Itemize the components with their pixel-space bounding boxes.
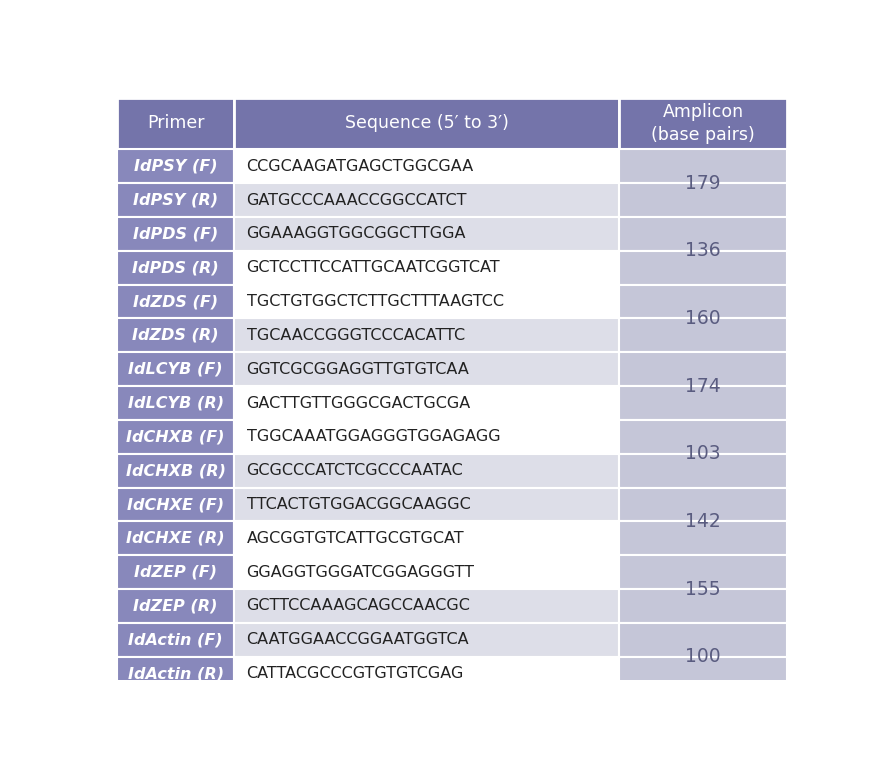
Text: Sequence (5′ to 3′): Sequence (5′ to 3′) bbox=[345, 115, 509, 132]
Text: IdZEP (R): IdZEP (R) bbox=[133, 598, 218, 613]
Bar bbox=[235, 285, 619, 319]
Text: GGAAAGGTGGCGGCTTGGA: GGAAAGGTGGCGGCTTGGA bbox=[247, 226, 466, 241]
Bar bbox=[117, 420, 235, 454]
Bar bbox=[235, 183, 619, 217]
Text: GCTTCCAAAGCAGCCAACGC: GCTTCCAAAGCAGCCAACGC bbox=[247, 598, 470, 613]
Text: IdLCYB (R): IdLCYB (R) bbox=[128, 396, 224, 410]
Text: 142: 142 bbox=[685, 512, 721, 531]
Text: IdCHXB (R): IdCHXB (R) bbox=[126, 463, 226, 478]
Text: IdLCYB (F): IdLCYB (F) bbox=[129, 361, 223, 377]
Bar bbox=[117, 183, 235, 217]
Bar bbox=[619, 149, 787, 183]
Bar bbox=[619, 555, 787, 589]
Text: Amplicon
(base pairs): Amplicon (base pairs) bbox=[651, 103, 755, 144]
Bar bbox=[117, 217, 235, 251]
Bar bbox=[235, 521, 619, 555]
Text: GCGCCCATCTCGCCCAATAC: GCGCCCATCTCGCCCAATAC bbox=[247, 463, 463, 478]
Bar bbox=[619, 319, 787, 352]
Bar bbox=[619, 352, 787, 386]
Bar bbox=[235, 149, 619, 183]
Text: 174: 174 bbox=[685, 377, 721, 396]
Bar bbox=[619, 623, 787, 657]
Bar bbox=[235, 454, 619, 487]
Bar bbox=[619, 98, 787, 149]
Text: IdCHXE (F): IdCHXE (F) bbox=[127, 497, 224, 512]
Bar bbox=[117, 251, 235, 285]
Bar bbox=[235, 98, 619, 149]
Text: GGAGGTGGGATCGGAGGGTT: GGAGGTGGGATCGGAGGGTT bbox=[247, 565, 475, 580]
Text: TTCACTGTGGACGGCAAGGC: TTCACTGTGGACGGCAAGGC bbox=[247, 497, 470, 512]
Text: IdZEP (F): IdZEP (F) bbox=[134, 565, 217, 580]
Bar bbox=[235, 386, 619, 420]
Text: 136: 136 bbox=[685, 241, 721, 261]
Bar bbox=[235, 589, 619, 623]
Bar bbox=[117, 98, 235, 149]
Bar bbox=[235, 555, 619, 589]
Bar bbox=[235, 420, 619, 454]
Bar bbox=[117, 589, 235, 623]
Bar bbox=[619, 487, 787, 521]
Bar bbox=[619, 285, 787, 319]
Text: IdCHXE (R): IdCHXE (R) bbox=[126, 531, 225, 545]
Text: Primer: Primer bbox=[147, 115, 205, 132]
Bar bbox=[235, 657, 619, 691]
Bar bbox=[619, 183, 787, 217]
Text: TGGCAAATGGAGGGTGGAGAGG: TGGCAAATGGAGGGTGGAGAGG bbox=[247, 429, 500, 445]
Text: TGCTGTGGCTCTTGCTTTAAGTCC: TGCTGTGGCTCTTGCTTTAAGTCC bbox=[247, 294, 504, 309]
Bar bbox=[117, 149, 235, 183]
Bar bbox=[619, 386, 787, 420]
Text: CAATGGAACCGGAATGGTCA: CAATGGAACCGGAATGGTCA bbox=[247, 633, 469, 647]
Bar bbox=[117, 521, 235, 555]
Bar bbox=[235, 623, 619, 657]
Bar bbox=[235, 319, 619, 352]
Text: GACTTGTTGGGCGACTGCGA: GACTTGTTGGGCGACTGCGA bbox=[247, 396, 471, 410]
Text: IdPSY (F): IdPSY (F) bbox=[134, 159, 218, 173]
Text: IdZDS (F): IdZDS (F) bbox=[133, 294, 218, 309]
Text: GATGCCCAAACCGGCCATCT: GATGCCCAAACCGGCCATCT bbox=[247, 193, 467, 208]
Bar bbox=[235, 217, 619, 251]
Text: GCTCCTTCCATTGCAATCGGTCAT: GCTCCTTCCATTGCAATCGGTCAT bbox=[247, 261, 500, 275]
Bar bbox=[117, 319, 235, 352]
Text: IdPDS (R): IdPDS (R) bbox=[132, 261, 219, 275]
Bar bbox=[619, 420, 787, 454]
Text: 100: 100 bbox=[685, 647, 721, 666]
Bar bbox=[235, 251, 619, 285]
Bar bbox=[117, 454, 235, 487]
Bar bbox=[235, 352, 619, 386]
Bar bbox=[117, 623, 235, 657]
Bar bbox=[117, 352, 235, 386]
Bar bbox=[619, 251, 787, 285]
Text: IdPSY (R): IdPSY (R) bbox=[133, 193, 218, 208]
Text: CCGCAAGATGAGCTGGCGAA: CCGCAAGATGAGCTGGCGAA bbox=[247, 159, 474, 173]
Text: IdActin (R): IdActin (R) bbox=[128, 666, 224, 681]
Bar bbox=[117, 487, 235, 521]
Text: TGCAACCGGGTCCCACATTC: TGCAACCGGGTCCCACATTC bbox=[247, 328, 465, 343]
Text: 103: 103 bbox=[685, 445, 721, 463]
Bar bbox=[117, 657, 235, 691]
Text: IdCHXB (F): IdCHXB (F) bbox=[126, 429, 225, 445]
Bar bbox=[619, 217, 787, 251]
Text: 160: 160 bbox=[685, 309, 721, 328]
Bar bbox=[619, 454, 787, 487]
Bar bbox=[619, 521, 787, 555]
Text: CATTACGCCCGTGTGTCGAG: CATTACGCCCGTGTGTCGAG bbox=[247, 666, 464, 681]
Bar bbox=[117, 285, 235, 319]
Text: GGTCGCGGAGGTTGTGTCAA: GGTCGCGGAGGTTGTGTCAA bbox=[247, 361, 469, 377]
Bar bbox=[117, 386, 235, 420]
Text: AGCGGTGTCATTGCGTGCAT: AGCGGTGTCATTGCGTGCAT bbox=[247, 531, 464, 545]
Text: IdZDS (R): IdZDS (R) bbox=[132, 328, 219, 343]
Text: 155: 155 bbox=[685, 580, 721, 598]
Bar bbox=[235, 487, 619, 521]
Bar bbox=[619, 657, 787, 691]
Text: IdPDS (F): IdPDS (F) bbox=[133, 226, 219, 241]
Text: 179: 179 bbox=[685, 173, 721, 193]
Bar bbox=[619, 589, 787, 623]
Bar bbox=[117, 555, 235, 589]
Text: IdActin (F): IdActin (F) bbox=[129, 633, 223, 647]
